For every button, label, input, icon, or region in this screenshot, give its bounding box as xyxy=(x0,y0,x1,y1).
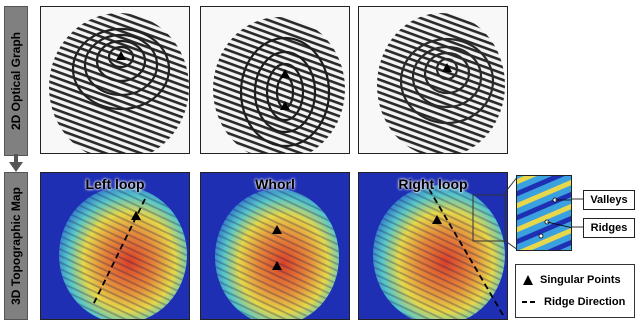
legend-row-ridge: Ridge Direction xyxy=(522,291,628,313)
singular-point-marker xyxy=(432,215,442,224)
panel-title-right-loop: Right loop xyxy=(398,176,468,192)
ridges-callout: Ridges xyxy=(583,218,635,238)
row-label-3d: 3D Topographic Map xyxy=(4,172,28,320)
row-label-3d-text: 3D Topographic Map xyxy=(9,187,23,305)
optical-panel-left-loop xyxy=(40,6,190,154)
topographic-panel-whorl: Whorl xyxy=(200,172,350,320)
singular-point-marker xyxy=(116,51,126,60)
legend-row-singular: Singular Points xyxy=(522,269,628,291)
panel-title-whorl: Whorl xyxy=(255,176,295,192)
singular-point-marker xyxy=(442,63,452,72)
valleys-label: Valleys xyxy=(590,194,628,206)
dashed-line-icon xyxy=(522,301,538,303)
panel-title-left-loop: Left loop xyxy=(85,176,145,192)
singular-point-marker xyxy=(280,101,290,110)
ridge-direction-line xyxy=(428,188,504,316)
legend-ridge-label: Ridge Direction xyxy=(544,296,626,308)
singular-point-marker xyxy=(272,225,282,234)
callout-leaders xyxy=(572,198,584,228)
singular-point-marker xyxy=(272,261,282,270)
topographic-panel-right-loop: Right loop xyxy=(358,172,508,320)
topographic-panel-left-loop: Left loop xyxy=(40,172,190,320)
legend-singular-label: Singular Points xyxy=(540,274,621,286)
singular-point-marker xyxy=(280,69,290,78)
row-label-2d: 2D Optical Graph xyxy=(4,6,28,156)
down-arrow-icon xyxy=(9,154,23,172)
optical-panel-right-loop xyxy=(358,6,508,154)
zoom-connector xyxy=(503,175,519,251)
ridges-label: Ridges xyxy=(590,222,628,234)
valleys-callout: Valleys xyxy=(583,190,635,210)
legend: Singular Points Ridge Direction xyxy=(515,264,635,318)
optical-panel-whorl xyxy=(200,6,350,154)
triangle-marker-icon xyxy=(523,275,533,285)
zoom-inset xyxy=(516,175,572,251)
singular-point-marker xyxy=(131,211,141,220)
row-label-2d-text: 2D Optical Graph xyxy=(9,31,23,131)
